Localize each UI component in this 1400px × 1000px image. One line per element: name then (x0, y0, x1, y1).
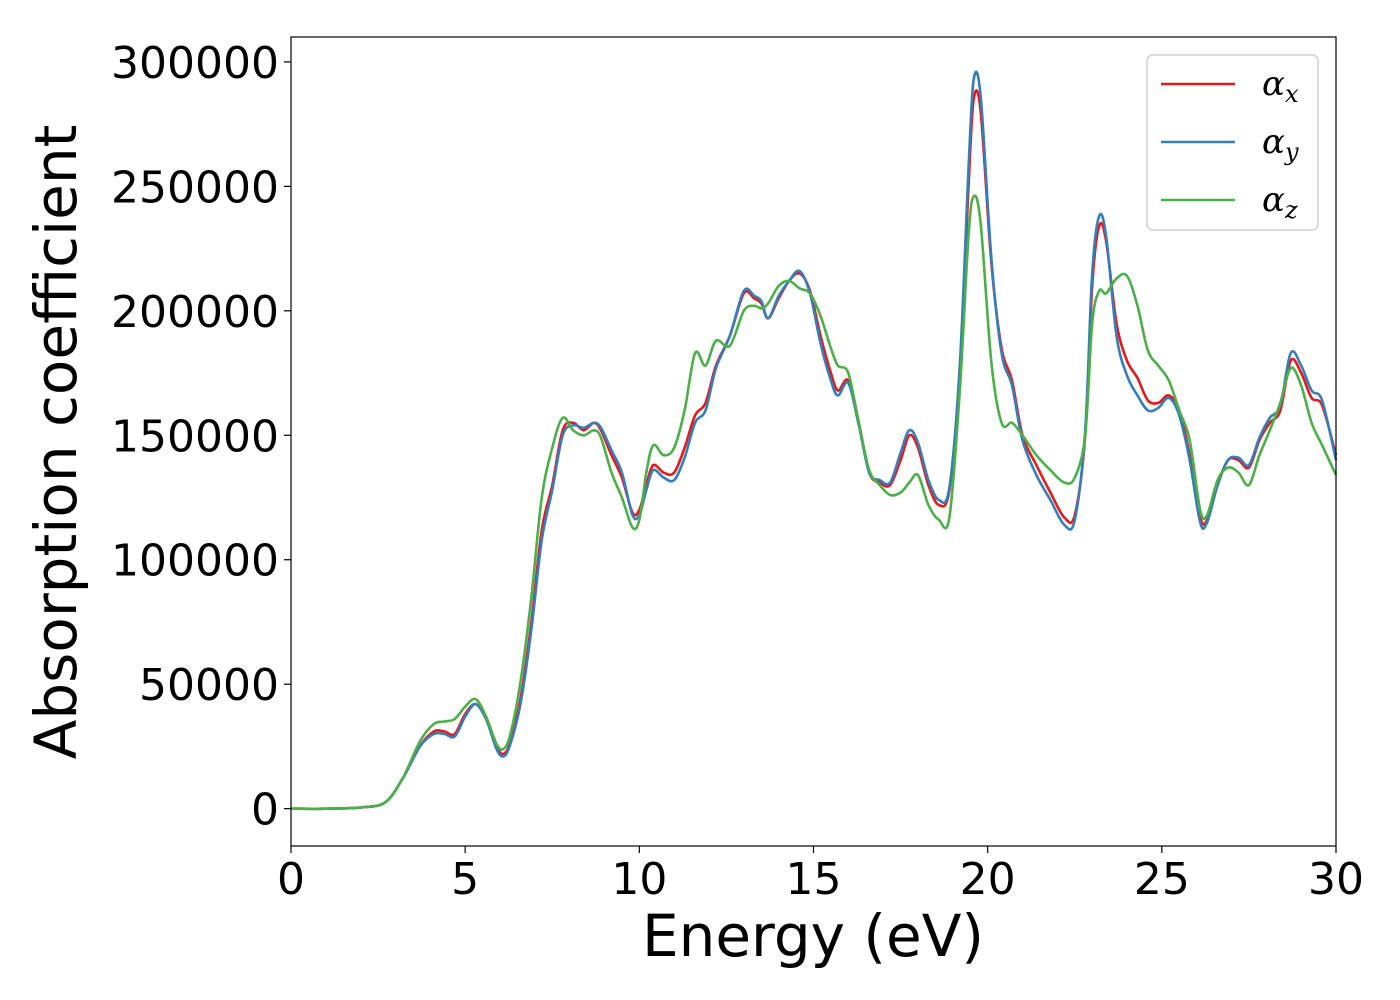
x-tick-label: 25 (1134, 854, 1190, 905)
y-tick-label: 200000 (111, 287, 279, 338)
x-tick-label: 5 (451, 854, 479, 905)
legend-label-y: αy (1262, 122, 1299, 166)
y-tick-label: 50000 (139, 660, 279, 711)
x-tick-label: 30 (1308, 854, 1364, 905)
series-line-z (290, 194, 1338, 811)
legend: αx αy αz (1146, 54, 1319, 231)
x-tick-label: 20 (960, 854, 1016, 905)
legend-label-z: αz (1262, 180, 1298, 224)
y-tick-label: 0 (251, 785, 279, 836)
x-axis-title: Energy (eV) (642, 902, 984, 970)
y-axis-title: Absorption coefficient (22, 125, 90, 760)
y-axis: 0 50000 100000 150000 200000 250000 300000 (111, 38, 291, 836)
x-axis: 0 5 10 15 20 25 30 (277, 846, 1364, 905)
series-layer (290, 70, 1338, 811)
legend-label-x: αx (1262, 64, 1299, 108)
x-tick-label: 15 (786, 854, 842, 905)
y-tick-label: 300000 (111, 38, 279, 89)
y-tick-label: 250000 (111, 162, 279, 213)
y-tick-label: 150000 (111, 411, 279, 462)
x-tick-label: 10 (611, 854, 667, 905)
x-tick-label: 0 (277, 854, 305, 905)
y-tick-label: 100000 (111, 536, 279, 587)
